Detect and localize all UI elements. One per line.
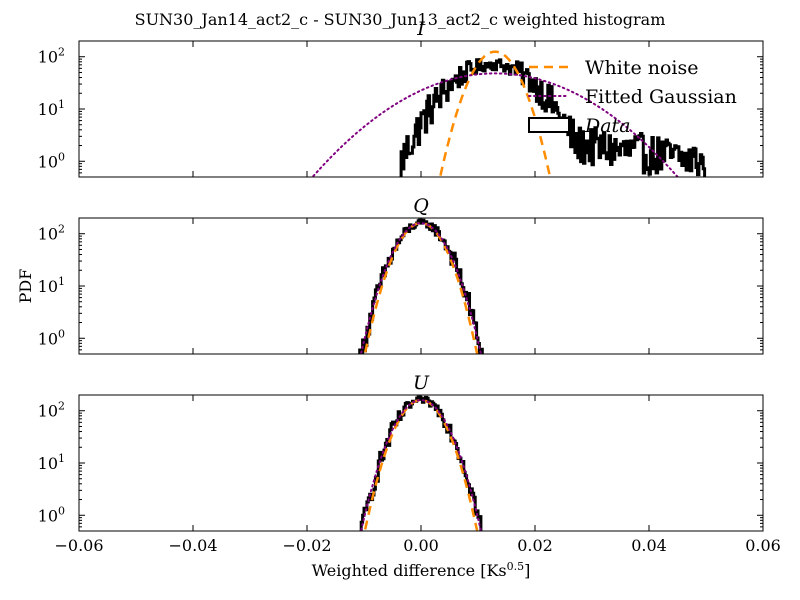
y-tick-label-base: 10 — [38, 152, 58, 171]
series-fitted-gaussian-line — [311, 72, 679, 177]
y-tick-label-exponent: 2 — [58, 223, 65, 236]
y-tick-label-base: 10 — [38, 225, 58, 244]
panel-frame — [78, 394, 764, 532]
panel-u: U−0.06 −0.04 −0.02 0.00 0.02 0.04 0.0610010110… — [38, 372, 781, 555]
y-tick-label-base: 10 — [38, 277, 58, 296]
y-tick-label: 101 — [38, 275, 65, 296]
x-tick-label: 0.02 — [517, 536, 553, 555]
y-tick-label-exponent: 2 — [58, 400, 65, 413]
y-axis-label: PDF — [16, 269, 35, 304]
legend-swatch-data — [528, 117, 570, 133]
panel-title-u: U — [413, 372, 430, 394]
x-axis-label: Weighted difference [Ks0.5] — [312, 560, 531, 580]
y-tick-label: 101 — [38, 98, 65, 119]
y-tick-label-base: 10 — [38, 402, 58, 421]
x-tick-label: 0.06 — [745, 536, 781, 555]
y-tick-label-exponent: 0 — [58, 504, 65, 517]
series-group — [311, 50, 707, 177]
series-data-line — [399, 58, 707, 177]
y-tick-label-base: 10 — [38, 100, 58, 119]
x-axis-label-superscript: 0.5 — [507, 560, 525, 573]
y-tick-label-base: 10 — [38, 48, 58, 67]
y-tick-label: 101 — [38, 452, 65, 473]
y-tick-label-exponent: 0 — [58, 150, 65, 163]
series-group — [359, 395, 483, 531]
y-tick-label-exponent: 1 — [58, 275, 65, 288]
y-tick-label: 100 — [38, 504, 65, 525]
series-fitted-gaussian-line — [359, 399, 483, 531]
y-tick-label-exponent: 0 — [58, 327, 65, 340]
y-tick-label-base: 10 — [38, 454, 58, 473]
legend-label: Fitted Gaussian — [585, 86, 737, 108]
legend-label: Data — [584, 115, 631, 137]
x-tick-label: −0.06 — [54, 536, 103, 555]
y-tick-label: 100 — [38, 327, 65, 348]
series-white-noise-line — [363, 398, 479, 531]
y-tick-label-exponent: 2 — [58, 46, 65, 59]
series-data-line — [358, 218, 484, 354]
y-tick-label-exponent: 1 — [58, 98, 65, 111]
x-axis-label-end: ] — [524, 561, 530, 580]
y-tick-label: 102 — [38, 400, 65, 421]
y-tick-label-base: 10 — [38, 506, 58, 525]
legend: White noise Fitted Gaussian Data — [528, 57, 737, 137]
y-tick-label: 102 — [38, 223, 65, 244]
panel-title-q: Q — [413, 195, 429, 217]
x-tick-label: −0.02 — [282, 536, 331, 555]
x-axis-label-main: Weighted difference [Ks — [312, 561, 507, 580]
x-tick-label: 0.00 — [403, 536, 439, 555]
x-tick-label: −0.04 — [168, 536, 217, 555]
series-group — [358, 218, 484, 354]
y-tick-label-base: 10 — [38, 329, 58, 348]
y-tick-label-exponent: 1 — [58, 452, 65, 465]
panel-title-i: I — [416, 18, 425, 40]
figure-title: SUN30_Jan14_act2_c - SUN30_Jun13_act2_c … — [135, 10, 666, 29]
panel-frame — [78, 217, 764, 355]
legend-label: White noise — [585, 57, 699, 79]
y-tick-label: 100 — [38, 150, 65, 171]
y-tick-label: 102 — [38, 46, 65, 67]
x-tick-label: 0.04 — [631, 536, 667, 555]
